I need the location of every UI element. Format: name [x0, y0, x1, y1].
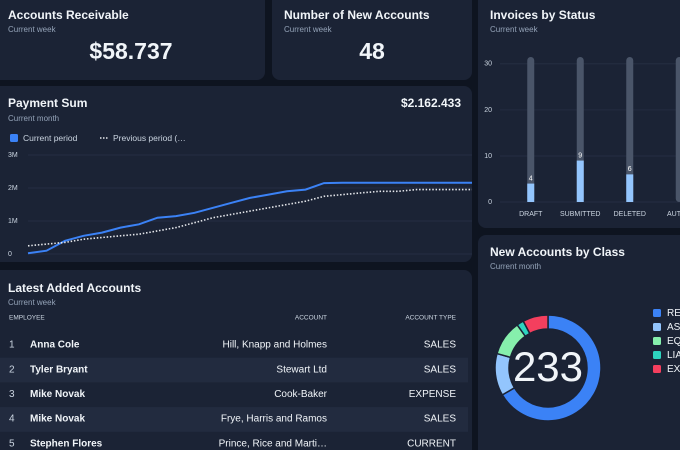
legend-label: EX [667, 364, 680, 375]
line-series [27, 181, 472, 255]
y-tick-label: 10 [484, 153, 492, 160]
x-tick-label: DELETED [614, 211, 646, 218]
y-tick-label: 3M [8, 152, 18, 159]
donut-total: 233 [513, 343, 583, 390]
legend-label: EQ [667, 336, 680, 347]
card-title: Invoices by Status [490, 8, 596, 22]
table-cell: Tyler Bryant [30, 364, 88, 375]
table-cell: SALES [424, 364, 457, 375]
y-tick-label: 30 [484, 61, 492, 68]
card-title: Latest Added Accounts [8, 281, 141, 295]
card-title: Accounts Receivable [8, 8, 129, 22]
x-tick-label: SUBMITTED [560, 211, 600, 218]
x-tick-label: DRAFT [519, 211, 543, 218]
card-subtitle: Current week [8, 25, 57, 34]
table-cell: Mike Novak [30, 389, 85, 400]
card-title: New Accounts by Class [490, 245, 625, 259]
card-subtitle: Current week [490, 25, 539, 34]
card-title: Number of New Accounts [284, 8, 430, 22]
y-tick-label: 2M [8, 185, 18, 192]
donut-segment [501, 314, 602, 422]
table-cell: Frye, Harris and Ramos [221, 414, 327, 425]
donut-segment [522, 314, 549, 335]
row-stripe [0, 357, 468, 383]
table-cell: Cook-Baker [274, 389, 327, 400]
column-header: ACCOUNT [295, 315, 327, 322]
kpi-value: 48 [359, 38, 385, 64]
y-tick-label: 20 [484, 107, 492, 114]
kpi-value: $58.737 [89, 38, 172, 64]
row-stripe [0, 407, 468, 432]
table-cell: Anna Cole [30, 340, 80, 351]
legend-marker [10, 134, 18, 142]
table-cell: CURRENT [407, 438, 456, 449]
legend-label: AS [667, 322, 680, 333]
table-cell: Prince, Rice and Marti… [219, 438, 327, 449]
row-index: 1 [9, 340, 15, 351]
bar-track [527, 57, 535, 202]
table-cell: SALES [424, 414, 457, 425]
legend-marker [653, 337, 661, 345]
column-header: EMPLOYEE [9, 315, 45, 322]
card-title: Payment Sum [8, 96, 87, 110]
row-index: 2 [9, 364, 15, 375]
column-header: ACCOUNT TYPE [405, 315, 456, 322]
legend-marker [653, 323, 661, 331]
bar-track [675, 57, 680, 202]
legend-label: LIA [667, 350, 680, 361]
x-tick-label: AUTHO [667, 211, 680, 218]
table-cell: Stewart Ltd [276, 364, 327, 375]
bar-value-label: 9 [578, 152, 582, 159]
legend-marker [653, 351, 661, 359]
row-index: 5 [9, 438, 15, 449]
headline-value: $2.162.433 [401, 96, 461, 110]
card-subtitle: Current month [490, 262, 541, 271]
bar-value-label: 6 [628, 166, 632, 173]
table-cell: EXPENSE [409, 389, 457, 400]
legend-marker [653, 309, 661, 317]
card [0, 0, 265, 80]
card-subtitle: Current month [8, 114, 59, 123]
legend-label: Current period [23, 133, 78, 143]
y-tick-label: 1M [8, 218, 18, 225]
card [272, 0, 472, 80]
card [0, 86, 472, 262]
bar-value-label: 4 [529, 175, 533, 182]
line-series [27, 188, 472, 247]
row-index: 3 [9, 389, 15, 400]
bar [626, 174, 634, 202]
bar [527, 183, 535, 202]
table-cell: Hill, Knapp and Holmes [223, 340, 328, 351]
y-tick-label: 0 [8, 251, 12, 258]
bar-track [626, 57, 634, 202]
table-cell: Mike Novak [30, 414, 85, 425]
row-index: 4 [9, 414, 15, 425]
bar [576, 160, 584, 202]
legend-label: Previous period (… [113, 133, 186, 143]
table-cell: SALES [424, 340, 457, 351]
legend-label: RE [667, 308, 680, 319]
card-subtitle: Current week [8, 298, 57, 307]
y-tick-label: 0 [488, 199, 492, 206]
legend-marker [653, 365, 661, 373]
table-cell: Stephen Flores [30, 438, 103, 449]
card-subtitle: Current week [284, 25, 333, 34]
